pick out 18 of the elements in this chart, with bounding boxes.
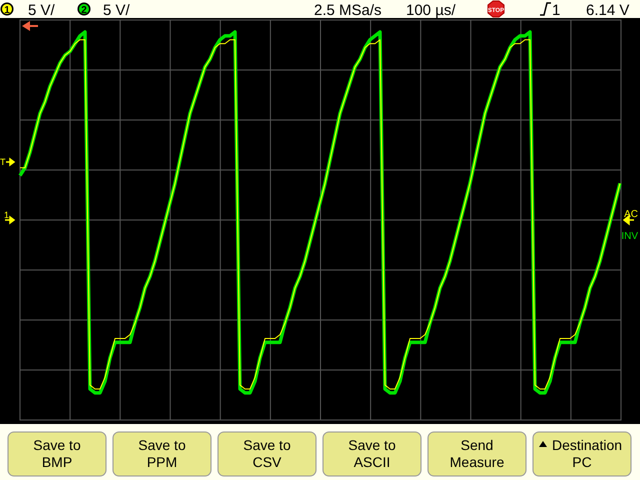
text: 2: [81, 5, 88, 16]
text: 1: [4, 5, 10, 16]
text: T: [0, 157, 6, 167]
text: Save to BMP: [33, 437, 81, 470]
text: 6.14 V: [586, 2, 630, 19]
text: Send Measure: [450, 437, 504, 470]
text: 1: [4, 210, 10, 220]
text: 1: [552, 2, 560, 19]
text: INV: [621, 231, 638, 242]
text: Save to PPM: [138, 437, 186, 470]
text: Destination PC: [552, 437, 622, 470]
text: 5 V/: [103, 2, 131, 19]
text: Save to CSV: [243, 437, 291, 470]
text: Save to ASCII: [348, 437, 396, 470]
text: 5 V/: [28, 2, 56, 19]
text: 100 µs/: [406, 2, 456, 19]
text: 2.5 MSa/s: [314, 2, 382, 19]
text: AC: [624, 209, 638, 220]
